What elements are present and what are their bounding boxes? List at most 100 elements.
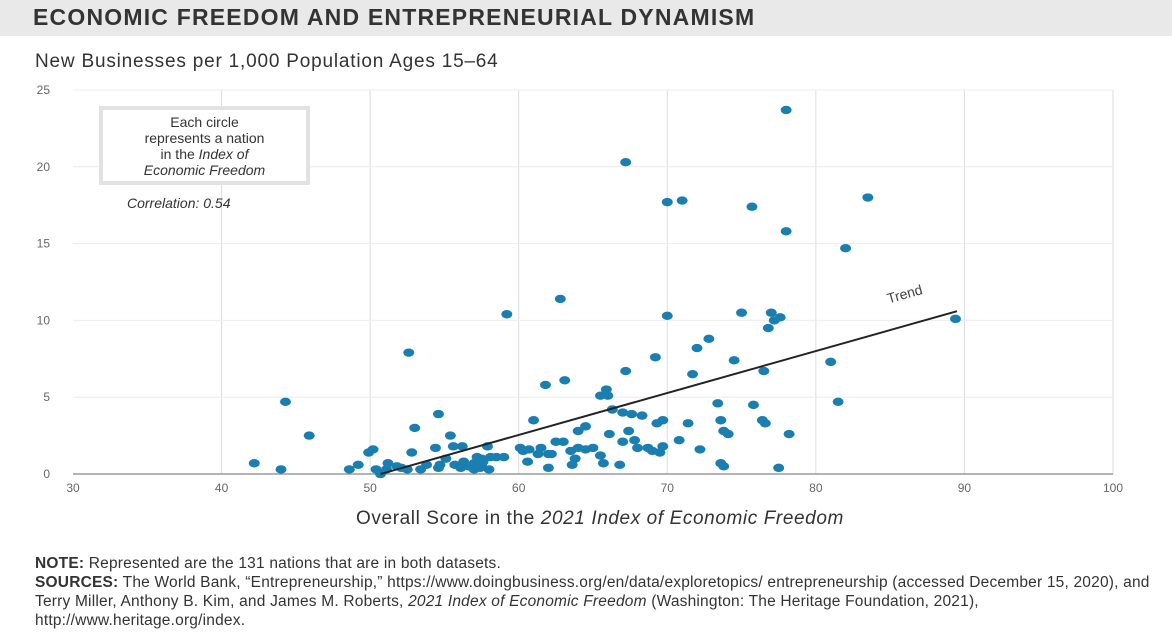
data-point: [728, 356, 740, 365]
data-point: [430, 443, 442, 453]
x-tick-label: 50: [363, 481, 377, 495]
data-point: [432, 409, 444, 419]
data-point: [569, 454, 581, 463]
data-point: [636, 411, 648, 420]
x-tick-label: 60: [512, 481, 526, 495]
y-tick-label: 0: [43, 467, 50, 481]
title-bar: ECONOMIC FREEDOM AND ENTREPRENEURIAL DYN…: [0, 0, 1172, 36]
data-point: [862, 193, 874, 202]
data-point: [623, 426, 635, 436]
data-point: [715, 416, 727, 425]
data-point: [248, 459, 260, 468]
data-point: [501, 310, 513, 319]
annotation-text: Each circle: [170, 114, 239, 130]
annotation-text: represents a nation: [145, 130, 265, 146]
data-point: [759, 419, 771, 428]
chart-title: ECONOMIC FREEDOM AND ENTREPRENEURIAL DYN…: [33, 4, 756, 30]
data-point: [950, 314, 962, 324]
data-point: [367, 445, 379, 454]
data-point: [434, 460, 446, 469]
data-point: [572, 426, 584, 436]
data-point: [602, 391, 614, 400]
data-point: [603, 429, 615, 439]
data-point: [477, 457, 489, 466]
data-point: [629, 436, 641, 445]
data-point: [522, 457, 534, 466]
notes: NOTE: Represented are the 131 nations th…: [35, 554, 1155, 630]
data-point: [773, 463, 785, 473]
data-point: [712, 399, 724, 408]
note-line: NOTE: Represented are the 131 nations th…: [35, 554, 1155, 573]
data-point: [597, 459, 609, 468]
x-tick-label: 40: [215, 481, 229, 495]
data-point: [483, 465, 495, 474]
data-point: [780, 105, 792, 115]
sources-line: SOURCES: The World Bank, “Entrepreneursh…: [35, 573, 1155, 630]
sources-italic-1: 2021 Index of Economic Freedom: [408, 593, 647, 610]
annotation-box: [99, 106, 310, 185]
sources-label: SOURCES:: [35, 574, 119, 591]
trend-label: Trend: [885, 281, 924, 306]
data-point: [762, 323, 774, 333]
x-axis-ticks: 30 40 50 60 70 80 90 100: [66, 481, 1123, 495]
annotation-text: Economic Freedom: [144, 162, 266, 178]
data-point: [542, 463, 554, 473]
data-point: [765, 308, 777, 317]
data-point: [825, 357, 837, 367]
data-points: [248, 105, 962, 479]
y-axis-ticks: 0 5 10 15 20 25: [37, 83, 51, 481]
data-point: [691, 343, 703, 353]
data-point: [409, 423, 421, 433]
data-point: [722, 429, 734, 439]
data-point: [657, 442, 669, 451]
data-point: [758, 366, 770, 376]
data-point: [676, 196, 688, 205]
data-point: [554, 294, 566, 304]
y-tick-label: 10: [37, 313, 51, 327]
data-point: [682, 419, 694, 428]
annotation-text-italic: Index of: [199, 146, 251, 162]
data-point: [444, 431, 456, 440]
x-tick-label: 100: [1103, 481, 1123, 495]
data-point: [382, 459, 394, 468]
data-point: [580, 422, 592, 431]
data-point: [539, 380, 551, 390]
x-tick-label: 70: [661, 481, 675, 495]
x-tick-label: 90: [958, 481, 972, 495]
data-point: [406, 448, 418, 457]
data-point: [626, 409, 638, 419]
x-tick-label: 80: [809, 481, 823, 495]
data-point: [783, 429, 795, 439]
data-point: [718, 462, 730, 471]
data-point: [746, 202, 758, 211]
sources-text-2: (Washington: The Heritage Foundation, 20…: [35, 593, 979, 629]
x-axis-label-prefix: Overall Score in the: [356, 508, 541, 529]
chart-subtitle: New Businesses per 1,000 Population Ages…: [35, 51, 499, 72]
data-point: [687, 369, 699, 379]
data-point: [832, 397, 844, 407]
data-point: [620, 157, 632, 167]
data-point: [614, 460, 626, 469]
correlation-label: Correlation: 0.54: [127, 195, 231, 211]
data-point: [456, 442, 468, 451]
data-point: [403, 348, 415, 357]
data-point: [559, 376, 571, 385]
data-point: [620, 366, 632, 376]
data-point: [840, 244, 852, 253]
data-point: [523, 445, 535, 454]
note-text: Represented are the 131 nations that are…: [84, 555, 502, 572]
data-point: [632, 443, 644, 453]
y-tick-label: 20: [37, 160, 51, 174]
data-point: [447, 442, 459, 451]
note-label: NOTE:: [35, 555, 85, 572]
x-tick-label: 30: [66, 481, 80, 495]
data-point: [535, 443, 547, 453]
data-point: [587, 443, 599, 453]
data-point: [694, 445, 706, 454]
data-point: [545, 449, 557, 459]
data-point: [649, 353, 661, 362]
data-point: [617, 437, 629, 446]
data-point: [774, 313, 786, 322]
data-point: [780, 227, 792, 236]
